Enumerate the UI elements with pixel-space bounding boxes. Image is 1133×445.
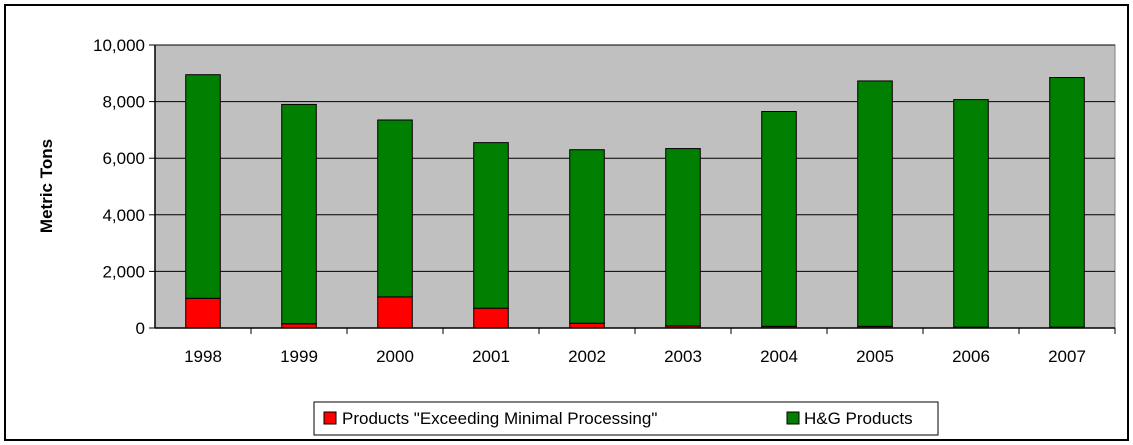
y-tick-label: 2,000 <box>102 262 145 281</box>
bars <box>185 74 1085 329</box>
bar-1999-series-1 <box>281 103 317 325</box>
y-axis-ticks: 0 2,000 4,000 6,000 8,000 10,000 <box>93 36 155 338</box>
legend-swatch-exceeding-minimal-processing <box>323 411 337 425</box>
y-tick-label: 0 <box>136 319 145 338</box>
bar-2005-series-1 <box>857 80 893 327</box>
y-tick-label: 6,000 <box>102 149 145 168</box>
legend-label-exceeding-minimal-processing: Products "Exceeding Minimal Processing" <box>342 409 657 428</box>
bar-1998-series-1 <box>185 74 221 299</box>
bar-2000-series-0 <box>377 296 413 329</box>
bar-2006-series-1 <box>953 99 989 328</box>
x-tick-label: 2002 <box>568 347 606 366</box>
x-tick-label: 1998 <box>184 347 222 366</box>
legend-box <box>313 401 939 436</box>
bar-2007-series-1 <box>1049 77 1085 328</box>
bar-2001-series-1 <box>473 142 509 309</box>
bar-2001-series-0 <box>473 307 509 329</box>
bar-2002-series-1 <box>569 149 605 324</box>
bar-2003-series-1 <box>665 148 701 327</box>
x-tick-label: 2000 <box>376 347 414 366</box>
bar-2004-series-1 <box>761 111 797 327</box>
x-tick-label: 2004 <box>760 347 798 366</box>
x-tick-label: 2005 <box>856 347 894 366</box>
x-axis-ticks: 1998 1999 2000 2001 2002 2003 2004 2005 2006 2007 <box>184 328 1116 366</box>
x-tick-label: 2007 <box>1048 347 1086 366</box>
bar-2000-series-1 <box>377 119 413 298</box>
y-tick-label: 8,000 <box>102 93 145 112</box>
y-tick-label: 10,000 <box>93 36 145 55</box>
bar-1998-series-0 <box>185 297 221 329</box>
x-tick-label: 2003 <box>664 347 702 366</box>
legend-label-hg-products: H&G Products <box>804 409 913 428</box>
x-tick-label: 2001 <box>472 347 510 366</box>
y-axis-title: Metric Tons <box>37 139 56 233</box>
x-tick-label: 1999 <box>280 347 318 366</box>
legend-swatch-hg-products <box>786 411 800 425</box>
legend: Products "Exceeding Minimal Processing" … <box>313 401 939 436</box>
y-tick-label: 4,000 <box>102 206 145 225</box>
x-tick-label: 2006 <box>952 347 990 366</box>
